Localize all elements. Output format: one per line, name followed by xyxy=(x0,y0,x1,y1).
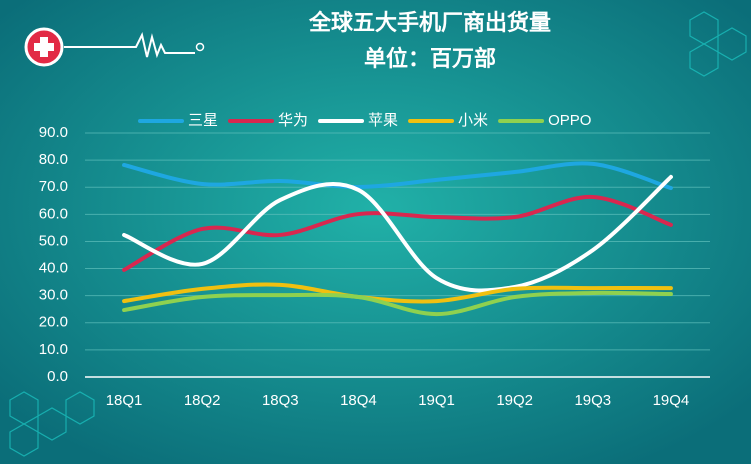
y-tick-label: 90.0 xyxy=(39,124,68,141)
series-line xyxy=(122,174,673,293)
x-tick-label: 19Q2 xyxy=(496,392,533,409)
legend-label: OPPO xyxy=(548,112,591,129)
legend-label: 三星 xyxy=(188,112,218,129)
series-line xyxy=(122,161,673,191)
legend-label: 苹果 xyxy=(368,112,398,129)
y-tick-label: 10.0 xyxy=(39,341,68,358)
x-tick-label: 19Q3 xyxy=(574,392,611,409)
y-tick-label: 50.0 xyxy=(39,232,68,249)
x-tick-label: 18Q4 xyxy=(340,392,377,409)
y-tick-label: 20.0 xyxy=(39,314,68,331)
medical-icon xyxy=(24,27,205,67)
y-tick-label: 80.0 xyxy=(39,151,68,168)
x-tick-label: 18Q3 xyxy=(262,392,299,409)
x-tick-label: 18Q2 xyxy=(184,392,221,409)
chart-title: 全球五大手机厂商出货量 xyxy=(308,10,551,35)
y-tick-label: 40.0 xyxy=(39,260,68,277)
y-tick-label: 60.0 xyxy=(39,205,68,222)
legend-label: 华为 xyxy=(278,112,308,129)
y-tick-label: 30.0 xyxy=(39,287,68,304)
x-tick-label: 19Q1 xyxy=(418,392,455,409)
series-line xyxy=(122,194,673,272)
legend-label: 小米 xyxy=(458,112,488,129)
series-line xyxy=(122,282,673,304)
hexagon-decoration xyxy=(9,11,747,457)
y-tick-label: 70.0 xyxy=(39,178,68,195)
y-tick-label: 0.0 xyxy=(47,368,68,385)
series-line xyxy=(122,290,673,317)
x-tick-label: 19Q4 xyxy=(653,392,690,409)
x-tick-label: 18Q1 xyxy=(106,392,143,409)
chart-subtitle: 单位：百万部 xyxy=(364,46,496,71)
